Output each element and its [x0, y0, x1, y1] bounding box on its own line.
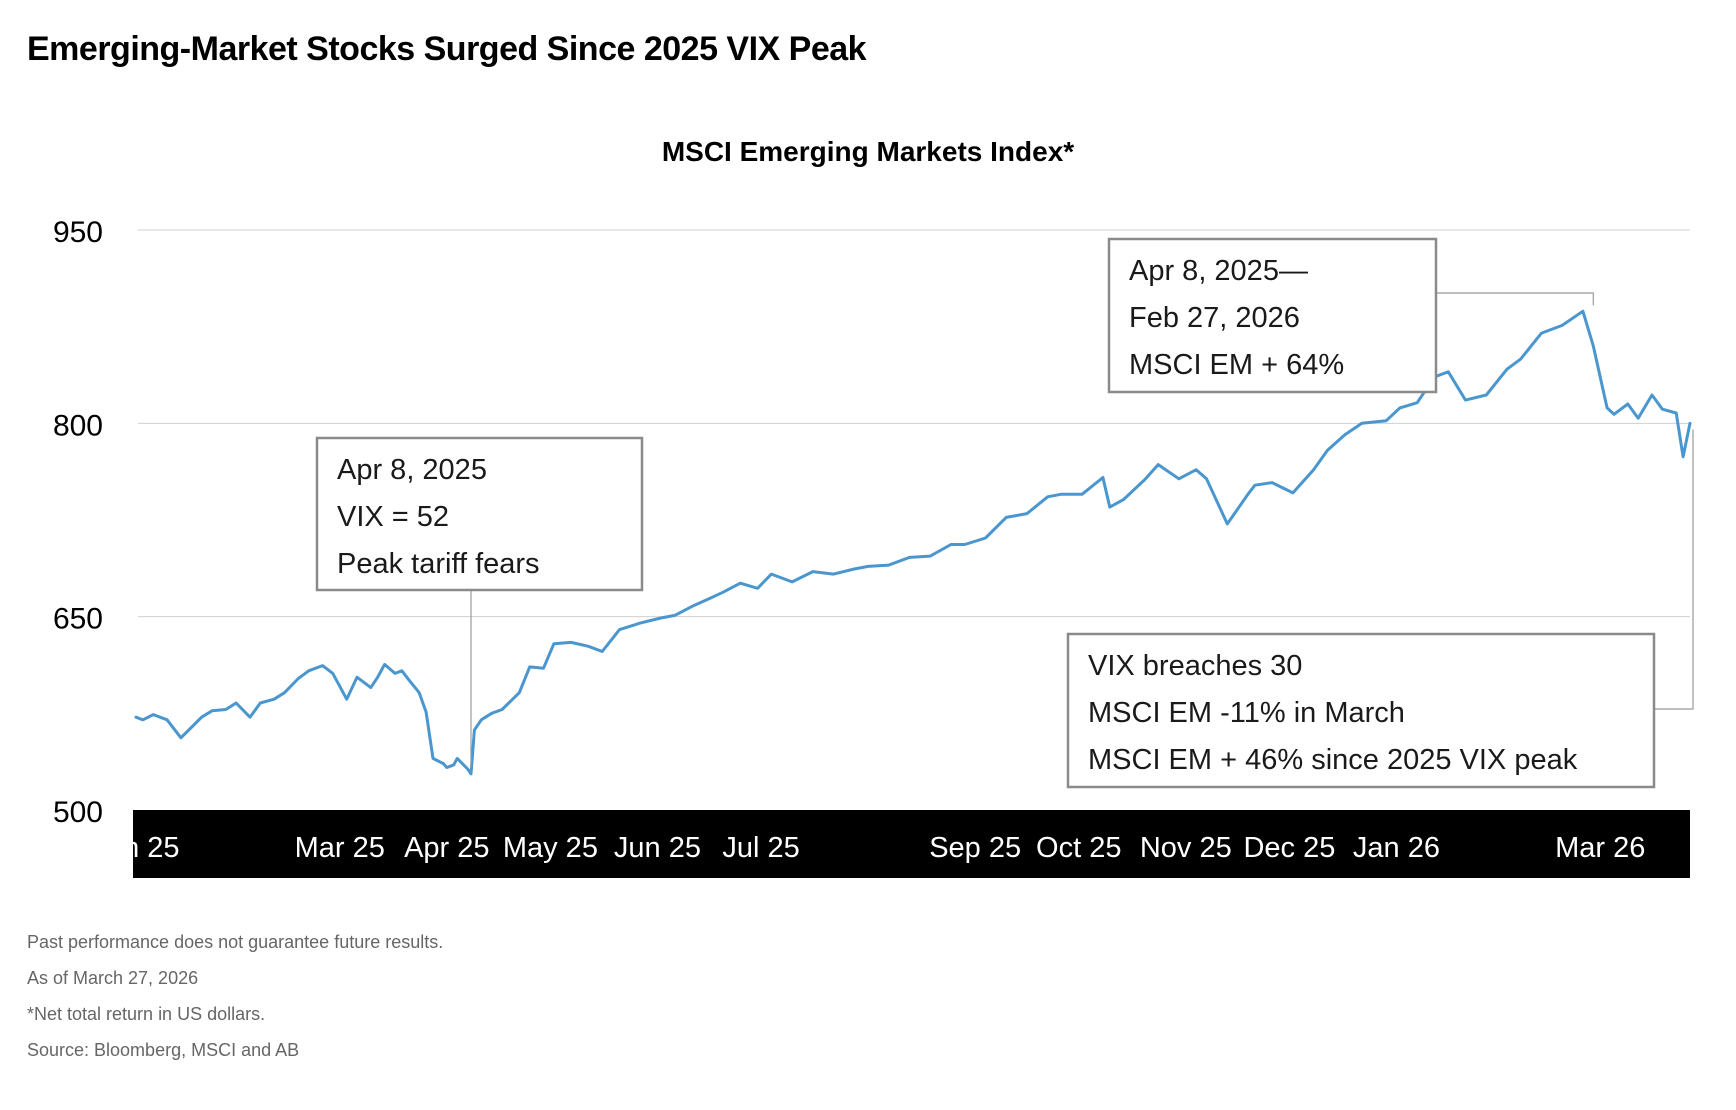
annotation-text-march-drawdown-3: MSCI EM + 46% since 2025 VIX peak: [1088, 744, 1578, 776]
x-tick-label-jun-25: Jun 25: [614, 832, 701, 864]
annotation-box-march-drawdown: [1066, 632, 1656, 789]
annotation-text-em-rally-2: Feb 27, 2026: [1129, 302, 1300, 334]
x-tick-label-oct-25: Oct 25: [1036, 832, 1121, 864]
x-tick-label-sep-25: Sep 25: [929, 832, 1021, 864]
footnote-as-of-date: As of March 27, 2026: [27, 968, 199, 988]
x-tick-label-mar-26: Mar 26: [1555, 832, 1645, 864]
x-axis-band: [133, 810, 1690, 878]
annotation-text-em-rally-1: Apr 8, 2025—: [1129, 255, 1308, 287]
annotation-text-em-rally-3: MSCI EM + 64%: [1129, 349, 1344, 381]
line-chart: MSCI Emerging Markets Index* 950 800 650 500…: [53, 136, 1694, 878]
annotation-box-em-rally: [1107, 237, 1438, 394]
x-tick-label-jan-26: Jan 26: [1353, 832, 1440, 864]
annotation-text-march-drawdown-2: MSCI EM -11% in March: [1088, 697, 1405, 729]
footnotes: Past performance does not guarantee futu…: [27, 932, 443, 1076]
x-tick-label-jan-25: Jan 25: [92, 832, 179, 864]
annotation-leader-march-drawdown: [1654, 429, 1694, 710]
x-tick-label-jul-25: Jul 25: [722, 832, 799, 864]
x-tick-label-apr-25: Apr 25: [404, 832, 489, 864]
annotation-leader-em-rally: [1436, 292, 1594, 306]
annotation-text-vix-peak-2: VIX = 52: [337, 501, 449, 533]
page-title: Emerging-Market Stocks Surged Since 2025…: [27, 30, 867, 68]
x-tick-label-mar-25: Mar 25: [295, 832, 385, 864]
footnote-disclaimer: Past performance does not guarantee futu…: [27, 932, 444, 952]
annotation-text-march-drawdown-1: VIX breaches 30: [1088, 650, 1302, 682]
y-tick-label-800: 800: [53, 409, 103, 442]
footnote-return-note: *Net total return in US dollars.: [27, 1004, 266, 1024]
y-tick-label-950: 950: [53, 216, 103, 249]
x-tick-label-dec-25: Dec 25: [1243, 832, 1335, 864]
x-tick-label-may-25: May 25: [503, 832, 598, 864]
annotation-text-vix-peak-3: Peak tariff fears: [337, 548, 540, 580]
chart-title: MSCI Emerging Markets Index*: [662, 136, 1074, 167]
footnote-source: Source: Bloomberg, MSCI and AB: [27, 1040, 300, 1060]
annotation-text-vix-peak-1: Apr 8, 2025: [337, 454, 487, 486]
x-tick-label-nov-25: Nov 25: [1140, 832, 1232, 864]
y-tick-label-500: 500: [53, 796, 103, 829]
y-tick-label-650: 650: [53, 603, 103, 636]
annotation-box-vix-peak: [315, 436, 644, 592]
